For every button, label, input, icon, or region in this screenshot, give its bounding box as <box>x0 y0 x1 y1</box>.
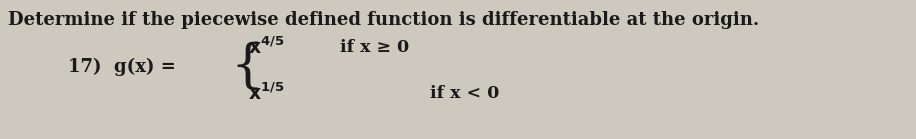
Text: 17)  g(x) =: 17) g(x) = <box>68 58 176 76</box>
Text: $\mathbf{x^{4/5}}$: $\mathbf{x^{4/5}}$ <box>248 36 285 58</box>
Text: if x ≥ 0: if x ≥ 0 <box>340 39 409 55</box>
Text: {: { <box>230 42 264 92</box>
Text: if x < 0: if x < 0 <box>430 85 499 101</box>
Text: $\mathbf{x^{1/5}}$: $\mathbf{x^{1/5}}$ <box>248 82 285 104</box>
Text: Determine if the piecewise defined function is differentiable at the origin.: Determine if the piecewise defined funct… <box>8 11 759 29</box>
